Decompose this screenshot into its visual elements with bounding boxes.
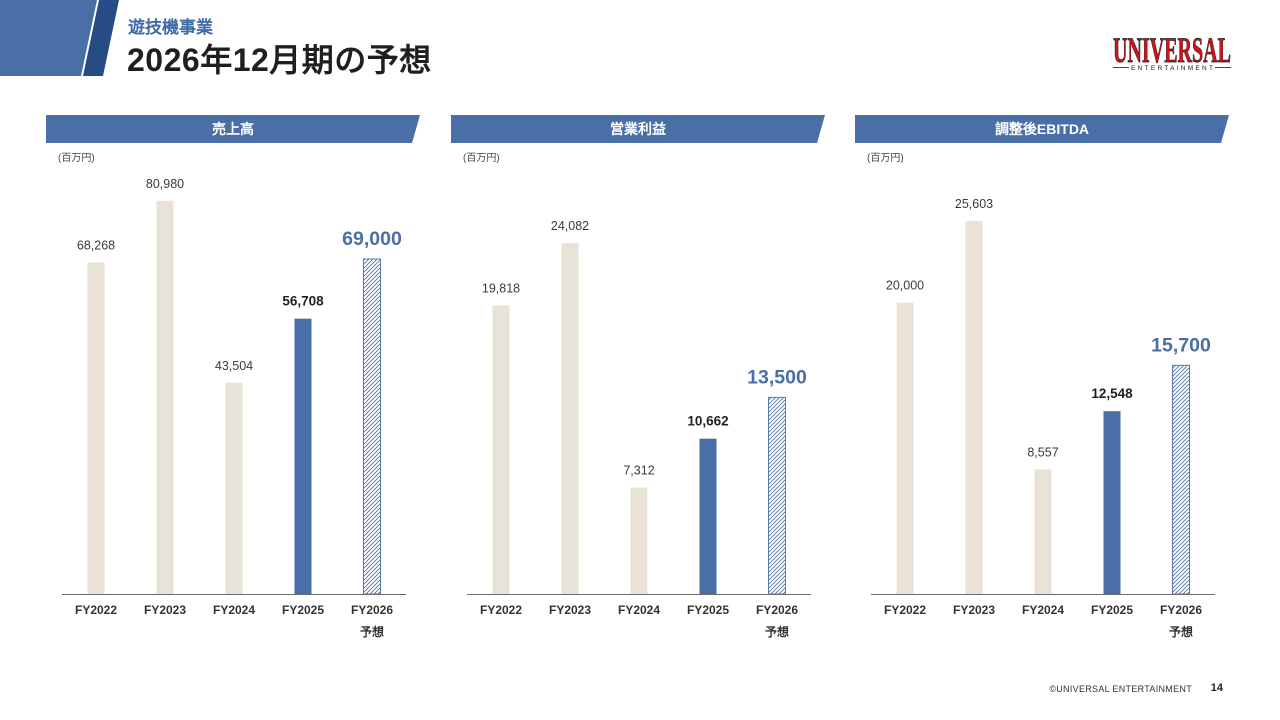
bar-fy2025: [699, 438, 717, 594]
bar-fy2022: [492, 305, 510, 594]
chart-title: 営業利益: [451, 115, 825, 143]
bar-fy2025: [1103, 411, 1121, 594]
value-label-fy2024: 43,504: [215, 359, 253, 373]
chart-title: 売上高: [46, 115, 420, 143]
x-tick-label-fy2025: FY2025: [282, 603, 324, 617]
unit-label: (百万円): [58, 153, 95, 164]
forecast-bar-fy2026: [768, 396, 786, 595]
copyright-text: ©UNIVERSAL ENTERTAINMENT: [1049, 684, 1192, 694]
corner-stripe-light: [0, 0, 97, 76]
x-tick-label-fy2026: FY2026: [756, 603, 798, 617]
value-label-fy2022: 20,000: [886, 279, 924, 293]
bar-fy2024: [225, 382, 243, 594]
x-tick-label-fy2025: FY2025: [1091, 603, 1133, 617]
value-label-fy2024: 7,312: [623, 463, 654, 477]
x-tick-label-fy2023: FY2023: [549, 603, 591, 617]
unit-label: (百万円): [463, 153, 500, 164]
value-label-fy2022: 68,268: [77, 239, 115, 253]
x-tick-label-fy2025: FY2025: [687, 603, 729, 617]
value-label-fy2025: 10,662: [687, 414, 728, 429]
value-label-fy2023: 24,082: [551, 219, 589, 233]
sales-bar-chart: 68,268 FY2022 80,980 FY2023 43,504 FY2024 56,7…: [62, 177, 406, 639]
value-label-fy2024: 8,557: [1027, 445, 1058, 459]
bar-fy2025: [294, 318, 312, 594]
forecast-bar-fy2026: [1172, 364, 1190, 595]
x-tick-label-fy2024: FY2024: [213, 603, 255, 617]
operating-profit-chart-panel: 営業利益 (百万円) 19,818 FY2022 24,082 FY2023 7,312…: [451, 115, 835, 655]
x-tick-label-fy2026: FY2026: [351, 603, 393, 617]
value-label-fy2026: 15,700: [1151, 334, 1211, 356]
corner-stripe-dark: [83, 0, 119, 76]
page-number: 14: [1210, 682, 1223, 694]
value-label-fy2022: 19,818: [482, 281, 520, 295]
section-label: 遊技機事業: [128, 18, 213, 37]
chart-title: 調整後EBITDA: [855, 115, 1229, 143]
bar-fy2022: [87, 262, 105, 594]
adjusted-ebitda-chart-panel: 調整後EBITDA (百万円) 20,000 FY2022 25,603 FY2023…: [855, 115, 1239, 655]
logo-subtitle: ENTERTAINMENT: [1131, 65, 1213, 72]
value-label-fy2023: 80,980: [146, 177, 184, 191]
unit-label: (百万円): [867, 153, 904, 164]
x-tick-label-fy2024: FY2024: [1022, 603, 1064, 617]
adjusted-ebitda-bar-chart: 20,000 FY2022 25,603 FY2023 8,557 FY2024 12,54…: [871, 197, 1215, 639]
x-tick-label-fy2026: FY2026: [1160, 603, 1202, 617]
value-label-fy2023: 25,603: [955, 197, 993, 211]
bar-fy2023: [156, 200, 174, 594]
bar-fy2023: [561, 243, 579, 594]
value-label-fy2026: 69,000: [342, 228, 402, 250]
x-tick-label-fy2022: FY2022: [75, 603, 117, 617]
x-tick-sublabel-fy2026: 予想: [360, 624, 384, 639]
sales-chart-panel: 売上高 (百万円) 68,268 FY2022 80,980 FY2023 43,504…: [46, 115, 430, 655]
x-tick-sublabel-fy2026: 予想: [765, 624, 789, 639]
x-tick-label-fy2024: FY2024: [618, 603, 660, 617]
x-tick-label-fy2023: FY2023: [953, 603, 995, 617]
company-logo: UNIVERSAL ENTERTAINMENT: [1113, 33, 1232, 72]
x-tick-label-fy2022: FY2022: [884, 603, 926, 617]
operating-profit-bar-chart: 19,818 FY2022 24,082 FY2023 7,312 FY2024 10,66…: [467, 219, 811, 639]
logo-wordmark: UNIVERSAL: [1113, 33, 1231, 70]
value-label-fy2025: 56,708: [282, 294, 324, 309]
x-tick-label-fy2022: FY2022: [480, 603, 522, 617]
page-title: 2026年12月期の予想: [127, 42, 432, 78]
value-label-fy2025: 12,548: [1091, 386, 1133, 401]
forecast-bar-fy2026: [363, 258, 381, 595]
bar-fy2024: [1034, 469, 1052, 594]
value-label-fy2026: 13,500: [747, 366, 807, 388]
corner-decoration: [0, 0, 119, 76]
bar-fy2024: [630, 487, 648, 594]
x-tick-sublabel-fy2026: 予想: [1169, 624, 1193, 639]
bar-fy2022: [896, 302, 914, 594]
bar-fy2023: [965, 221, 983, 595]
x-tick-label-fy2023: FY2023: [144, 603, 186, 617]
